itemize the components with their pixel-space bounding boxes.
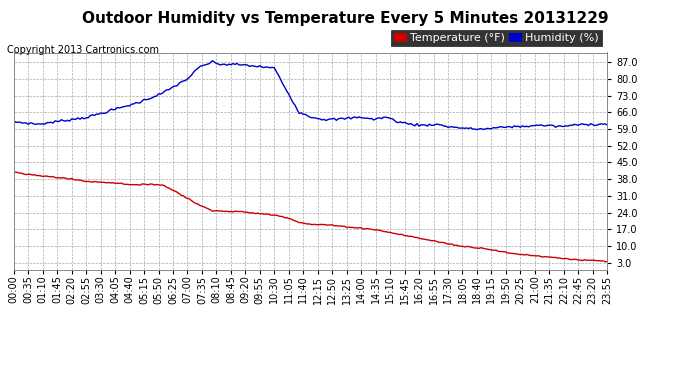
Legend: Temperature (°F), Humidity (%): Temperature (°F), Humidity (%): [391, 30, 602, 46]
Text: Outdoor Humidity vs Temperature Every 5 Minutes 20131229: Outdoor Humidity vs Temperature Every 5 …: [81, 11, 609, 26]
Text: Copyright 2013 Cartronics.com: Copyright 2013 Cartronics.com: [7, 45, 159, 55]
